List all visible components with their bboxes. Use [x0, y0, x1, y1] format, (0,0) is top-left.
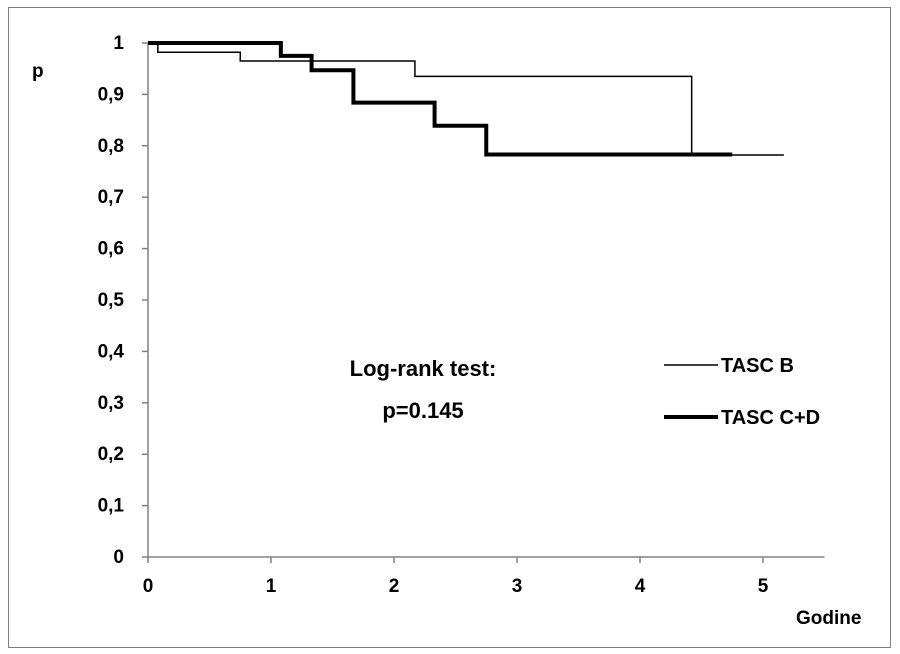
y-tick-label: 0,2	[98, 444, 124, 465]
chart-frame	[8, 7, 891, 648]
x-tick-label: 2	[389, 576, 400, 597]
annotation-line-2: p=0.145	[382, 398, 463, 423]
y-tick-label: 0,1	[98, 496, 125, 517]
x-tick-label: 5	[758, 576, 769, 597]
series-line-tasc-cd	[148, 41, 733, 157]
x-tick-label: 0	[143, 576, 154, 597]
legend: TASC B TASC C+D	[664, 355, 820, 429]
legend-label-tasc-cd: TASC C+D	[721, 407, 820, 429]
x-axis-label: Godine	[796, 608, 861, 629]
y-ticks: 0 0,1 0,2 0,3 0,4 0,5 0,6 0,7 0,8 0,9 1	[98, 33, 148, 568]
y-tick-label: 0,8	[98, 136, 124, 157]
axes	[147, 43, 825, 558]
y-tick-label: 0,6	[98, 239, 124, 260]
annotation-line-1: Log-rank test:	[350, 356, 497, 381]
series-layer	[148, 41, 784, 157]
y-tick-label: 0,5	[98, 290, 125, 311]
y-tick-label: 0,4	[98, 341, 125, 362]
series-line-tasc-b	[148, 42, 784, 156]
y-tick-label: 0,3	[98, 393, 124, 414]
x-tick-label: 1	[266, 576, 277, 597]
y-tick-label: 0,9	[98, 84, 124, 105]
x-tick-label: 4	[635, 576, 646, 597]
x-ticks: 0 1 2 3 4 5	[143, 557, 769, 597]
y-tick-label: 1	[113, 33, 124, 54]
x-tick-label: 3	[512, 576, 523, 597]
y-tick-label: 0,7	[98, 187, 124, 208]
y-tick-label: 0	[113, 547, 124, 568]
y-axis-label: p	[32, 61, 44, 82]
legend-label-tasc-b: TASC B	[721, 355, 794, 377]
